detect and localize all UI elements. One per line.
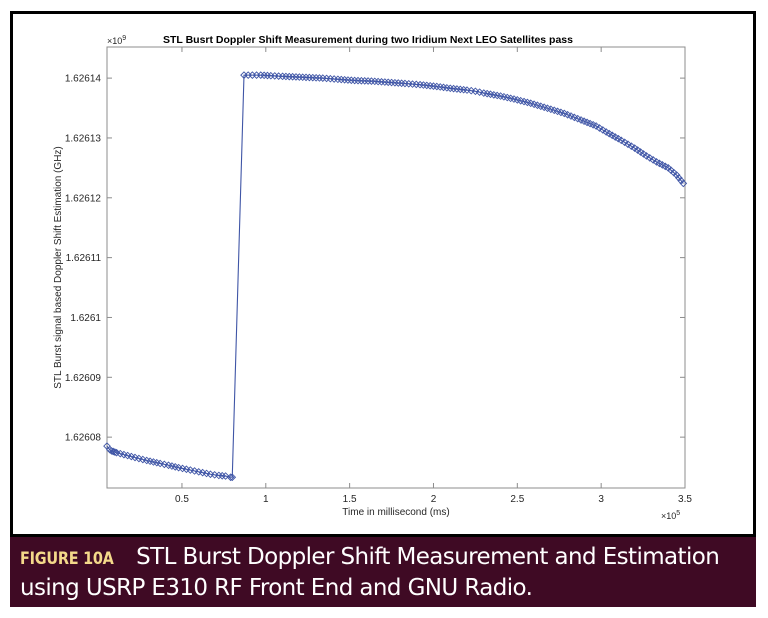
data-point-marker: [595, 124, 604, 132]
data-point-marker: [292, 73, 300, 81]
data-point-marker: [221, 472, 230, 480]
data-point-marker: [377, 77, 386, 86]
x-axis-label: Time in millisecond (ms): [342, 507, 449, 518]
data-point-marker: [364, 77, 372, 85]
y-axis-label: STL Burst signal based Doppler Shift Est…: [53, 146, 64, 389]
data-point-marker: [260, 71, 268, 80]
data-point-marker: [350, 76, 359, 85]
data-point-marker: [360, 77, 369, 85]
data-point-marker: [288, 72, 297, 81]
data-point-marker: [131, 453, 139, 462]
data-point-marker: [679, 179, 688, 188]
y-tick-label: 1.6261: [70, 313, 101, 324]
data-point-marker: [160, 460, 169, 469]
data-point-marker: [649, 156, 657, 164]
data-point-marker: [367, 77, 376, 85]
y-tick-label: 1.62612: [65, 193, 102, 204]
data-point-marker: [592, 122, 600, 130]
data-point-marker: [347, 76, 356, 85]
data-point-marker: [627, 142, 636, 151]
data-point-marker: [298, 73, 307, 82]
x-tick-label: 2.5: [510, 494, 524, 505]
x-exponent-base: ×10: [661, 511, 676, 521]
y-tick-label: 1.62608: [65, 433, 102, 444]
data-point-marker: [337, 75, 346, 84]
data-point-marker: [278, 72, 287, 81]
data-point-marker: [394, 79, 403, 87]
data-point-marker: [344, 76, 352, 84]
x-exponent-power: 5: [676, 510, 680, 517]
data-point-marker: [340, 75, 349, 84]
data-point-marker: [226, 473, 235, 482]
data-point-marker: [305, 73, 314, 82]
x-axis-exponent: ×105: [661, 510, 680, 521]
data-point-marker: [391, 78, 399, 87]
data-point-marker: [111, 448, 119, 456]
data-point-marker: [295, 73, 304, 81]
data-point-marker: [285, 72, 294, 81]
data-point-marker: [302, 73, 310, 82]
x-tick-label: 0.5: [175, 494, 189, 505]
data-point-marker: [624, 140, 632, 149]
data-point-marker: [617, 136, 626, 145]
data-point-marker: [156, 459, 164, 468]
chart-title: STL Busrt Doppler Shift Measurement duri…: [163, 34, 573, 46]
figure-label: FIGURE 10A: [20, 549, 114, 569]
chart: 0.5 1 1.5 2 2.5 3 3.5 1.62608 1.62609 1.6261 1.626…: [53, 34, 692, 521]
ticks: 0.5 1 1.5 2 2.5 3 3.5 1.62608 1.62609 1.6261 1.626…: [65, 47, 692, 505]
y-tick-label: 1.62611: [66, 253, 102, 264]
y-axis-exponent: ×109: [107, 35, 126, 46]
data-point-marker: [471, 87, 480, 96]
data-point-marker: [384, 78, 393, 87]
data-point-marker: [228, 473, 237, 482]
data-point-marker: [138, 455, 147, 464]
data-point-marker: [397, 79, 406, 88]
data-point-marker: [381, 78, 389, 86]
data-point-marker: [186, 466, 195, 474]
data-point-marker: [256, 71, 265, 79]
y-tick-label: 1.62614: [65, 74, 102, 85]
axes: [106, 46, 686, 489]
y-exponent-power: 9: [122, 35, 126, 42]
data-point-marker: [282, 72, 290, 81]
series-line: [106, 74, 684, 478]
data-point-marker: [387, 78, 396, 87]
data-point-marker: [263, 71, 272, 80]
data-point-marker: [190, 467, 199, 475]
y-tick-label: 1.62609: [65, 373, 102, 384]
data-point-marker: [374, 77, 382, 86]
data-point-marker: [334, 75, 342, 84]
data-point-marker: [620, 138, 629, 147]
data-point-marker: [135, 454, 143, 463]
data-point-marker: [312, 73, 320, 82]
x-tick-label: 3: [598, 494, 604, 505]
data-point-marker: [308, 73, 317, 82]
figure-caption-text: STL Burst Doppler Shift Measurement and …: [20, 544, 720, 601]
data-point-marker: [354, 76, 362, 85]
data-point-marker: [357, 76, 366, 85]
data-point-marker: [642, 152, 651, 160]
x-tick-label: 2: [431, 494, 437, 505]
data-point-marker: [475, 88, 484, 97]
y-tick-label: 1.62613: [65, 133, 102, 144]
y-exponent-base: ×10: [107, 36, 122, 46]
series: [103, 71, 688, 482]
x-tick-label: 3.5: [678, 494, 692, 505]
axes-box: [106, 46, 686, 489]
data-point-marker: [598, 126, 607, 134]
x-tick-label: 1: [263, 494, 269, 505]
data-point-marker: [645, 154, 654, 162]
data-point-marker: [315, 74, 324, 82]
figure-caption: FIGURE 10A STL Burst Doppler Shift Measur…: [10, 537, 756, 607]
x-tick-label: 1.5: [343, 494, 357, 505]
data-point-marker: [370, 77, 379, 86]
